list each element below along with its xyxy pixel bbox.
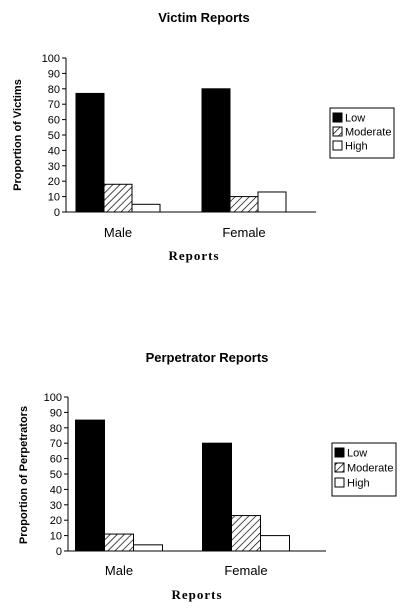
victim-reports-svg: Victim Reports Proportion of Victims Rep… [12,10,395,263]
y-tick-label: 20 [48,176,60,188]
category-label-male: Male [105,563,133,578]
bar-low-male [75,419,105,552]
bar-moderate-male [104,533,134,552]
y-tick-label: 0 [54,207,60,219]
y-tick-label: 40 [50,484,62,496]
y-tick-label: 100 [42,53,60,65]
legend-item-moderate-label: Moderate [347,463,393,475]
y-tick-label: 10 [50,531,62,543]
legend-item-high-label: High [347,478,370,490]
y-tick-label: 20 [50,515,62,527]
chart-title: Perpetrator Reports [146,350,269,365]
y-tick-label: 80 [50,423,62,435]
y-tick-label: 90 [48,68,60,80]
y-tick-label: 70 [50,438,62,450]
bar-low-female [201,88,231,213]
legend-item-low-label: Low [345,113,365,125]
legend-item-moderate-label: Moderate [345,127,391,139]
bar-low-male [75,92,105,213]
legend-item-low-swatch [334,447,345,458]
y-tick-label: 50 [50,469,62,481]
y-axis-label: Proportion of Victims [12,79,24,191]
bars [75,88,287,213]
y-ticks: 0 10 20 30 40 50 60 70 80 90 100 [42,53,66,219]
x-axis-label: Reports [171,587,222,602]
y-tick-label: 10 [48,192,60,204]
legend-item-low-label: Low [347,448,367,460]
legend-item-moderate-swatch [332,126,343,137]
y-tick-label: 40 [48,145,60,157]
category-labels: Male Female [105,563,268,578]
category-label-male: Male [104,225,132,240]
bars [75,419,290,552]
bar-high-female [260,535,290,552]
y-ticks: 0 10 20 30 40 50 60 70 80 90 100 [44,392,68,558]
y-tick-label: 90 [50,407,62,419]
y-tick-label: 100 [44,392,62,404]
y-axis-label: Proportion of Perpetrators [18,406,30,544]
legend-item-high-swatch [332,140,343,151]
bar-moderate-female [229,196,259,213]
category-label-female: Female [222,225,265,240]
perpetrator-reports-chart: Perpetrator Reports Proportion of Perpet… [0,340,401,611]
y-tick-label: 30 [50,500,62,512]
bar-high-female [257,191,287,213]
legend-item-high-swatch [334,477,345,488]
y-tick-label: 0 [56,546,62,558]
y-tick-label: 50 [48,130,60,142]
y-tick-label: 70 [48,99,60,111]
category-label-female: Female [224,563,267,578]
perpetrator-reports-svg: Perpetrator Reports Proportion of Perpet… [18,350,397,602]
y-tick-label: 60 [48,115,60,127]
legend: Low Moderate High [331,442,397,497]
bar-moderate-male [103,183,133,213]
y-tick-label: 30 [48,161,60,173]
bar-high-male [131,203,161,213]
legend: Low Moderate High [329,107,395,159]
legend-item-high-label: High [345,141,368,153]
y-tick-label: 80 [48,84,60,96]
bar-high-male [133,544,163,552]
bar-moderate-female [231,515,261,552]
y-tick-label: 60 [50,454,62,466]
x-axis-label: Reports [168,248,219,263]
category-labels: Male Female [104,225,266,240]
legend-item-moderate-swatch [334,462,345,473]
chart-title: Victim Reports [158,10,250,25]
bar-low-female [202,442,232,552]
legend-item-low-swatch [332,112,343,123]
victim-reports-chart: Victim Reports Proportion of Victims Rep… [0,0,401,290]
